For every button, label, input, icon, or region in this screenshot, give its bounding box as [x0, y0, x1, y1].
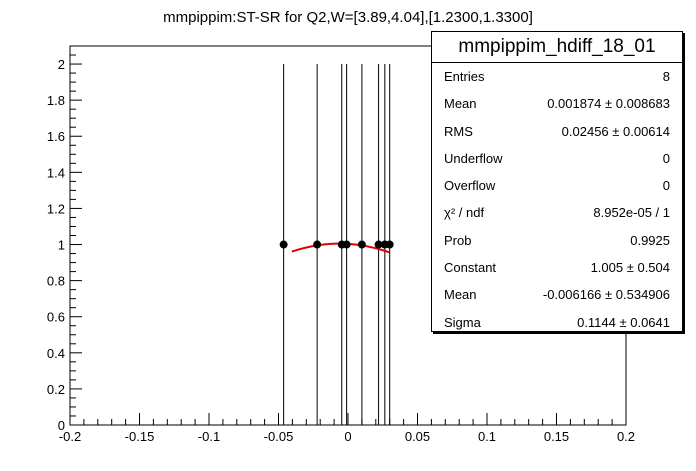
x-tick-label: -0.2 — [59, 429, 81, 444]
y-tick-label: 0.4 — [47, 346, 65, 361]
stats-key: Sigma — [444, 314, 481, 330]
y-tick-label: 1.8 — [47, 93, 65, 108]
stats-key: Entries — [444, 69, 485, 84]
y-axis: 0 0.2 0.4 0.6 0.8 1 1.2 1.4 1.6 1.8 2 — [47, 54, 82, 433]
stats-value: -0.006166 ± 0.534906 — [542, 287, 670, 303]
stats-value: 0 — [662, 178, 670, 194]
stats-box: mmpippim_hdiff_18_01 Entries 8 Mean 0.00187… — [431, 31, 683, 332]
x-tick-label: 0 — [344, 429, 351, 444]
y-tick-label: 0.8 — [47, 274, 65, 289]
data-point — [279, 240, 288, 249]
stats-row: Sigma 0.1144 ± 0.0641 — [432, 309, 682, 336]
stats-row: Mean 0.001874 ± 0.008683 — [432, 90, 682, 117]
stats-value: 0 — [662, 150, 670, 166]
y-tick-label: 1.6 — [47, 129, 65, 144]
x-tick-label: -0.05 — [264, 429, 294, 444]
stats-value: 8 — [662, 69, 670, 84]
stats-key: Constant — [444, 260, 497, 276]
stats-row: Constant 1.005 ± 0.504 — [432, 254, 682, 281]
stats-value: 0.9925 — [630, 232, 670, 248]
stats-key: Overflow — [444, 178, 496, 194]
stats-key: Mean — [444, 287, 477, 303]
stats-row: Mean -0.006166 ± 0.534906 — [432, 281, 682, 308]
data-point — [342, 240, 351, 249]
stats-key: RMS — [444, 123, 473, 139]
stats-box-title: mmpippim_hdiff_18_01 — [432, 32, 682, 63]
x-tick-label: -0.15 — [125, 429, 155, 444]
y-tick-label: 1.2 — [47, 201, 65, 216]
data-points — [279, 240, 394, 249]
stats-key: Underflow — [444, 150, 503, 166]
y-tick-label: 1 — [58, 238, 65, 253]
y-tick-label: 0.2 — [47, 382, 65, 397]
stats-row: RMS 0.02456 ± 0.00614 — [432, 118, 682, 145]
x-tick-label: -0.1 — [198, 429, 220, 444]
stats-row: Underflow 0 — [432, 145, 682, 172]
stats-row: Prob 0.9925 — [432, 227, 682, 254]
chart-title: mmpippim:ST-SR for Q2,W=[3.89,4.04],[1.2… — [163, 9, 533, 26]
stats-value: 0.1144 ± 0.0641 — [577, 314, 670, 330]
x-tick-label: 0.05 — [405, 429, 430, 444]
stats-value: 0.001874 ± 0.008683 — [547, 96, 670, 112]
stats-value: 0.02456 ± 0.00614 — [561, 123, 670, 139]
stats-row: Entries 8 — [432, 63, 682, 90]
data-point — [385, 240, 394, 249]
data-point — [357, 240, 366, 249]
stats-rows: Entries 8 Mean 0.001874 ± 0.008683 RMS 0.0245… — [432, 63, 682, 336]
x-tick-label: 0.15 — [544, 429, 569, 444]
x-tick-label: 0.2 — [617, 429, 635, 444]
y-tick-label: 0 — [58, 418, 65, 433]
stats-key: Prob — [444, 232, 472, 248]
stats-value: 1.005 ± 0.504 — [590, 260, 670, 276]
data-point — [374, 240, 383, 249]
data-point — [313, 240, 322, 249]
x-tick-label: 0.1 — [478, 429, 496, 444]
stats-row: χ² / ndf 8.952e-05 / 1 — [432, 199, 682, 226]
stats-value: 8.952e-05 / 1 — [593, 205, 670, 221]
x-axis: -0.2 -0.15 -0.1 -0.05 0 0.05 0.1 0.15 0.2 — [59, 413, 635, 444]
stats-key: Mean — [444, 96, 477, 112]
y-tick-label: 1.4 — [47, 165, 65, 180]
y-tick-label: 2 — [58, 57, 65, 72]
y-tick-label: 0.6 — [47, 310, 65, 325]
stats-key: χ² / ndf — [444, 205, 485, 221]
stats-row: Overflow 0 — [432, 172, 682, 199]
